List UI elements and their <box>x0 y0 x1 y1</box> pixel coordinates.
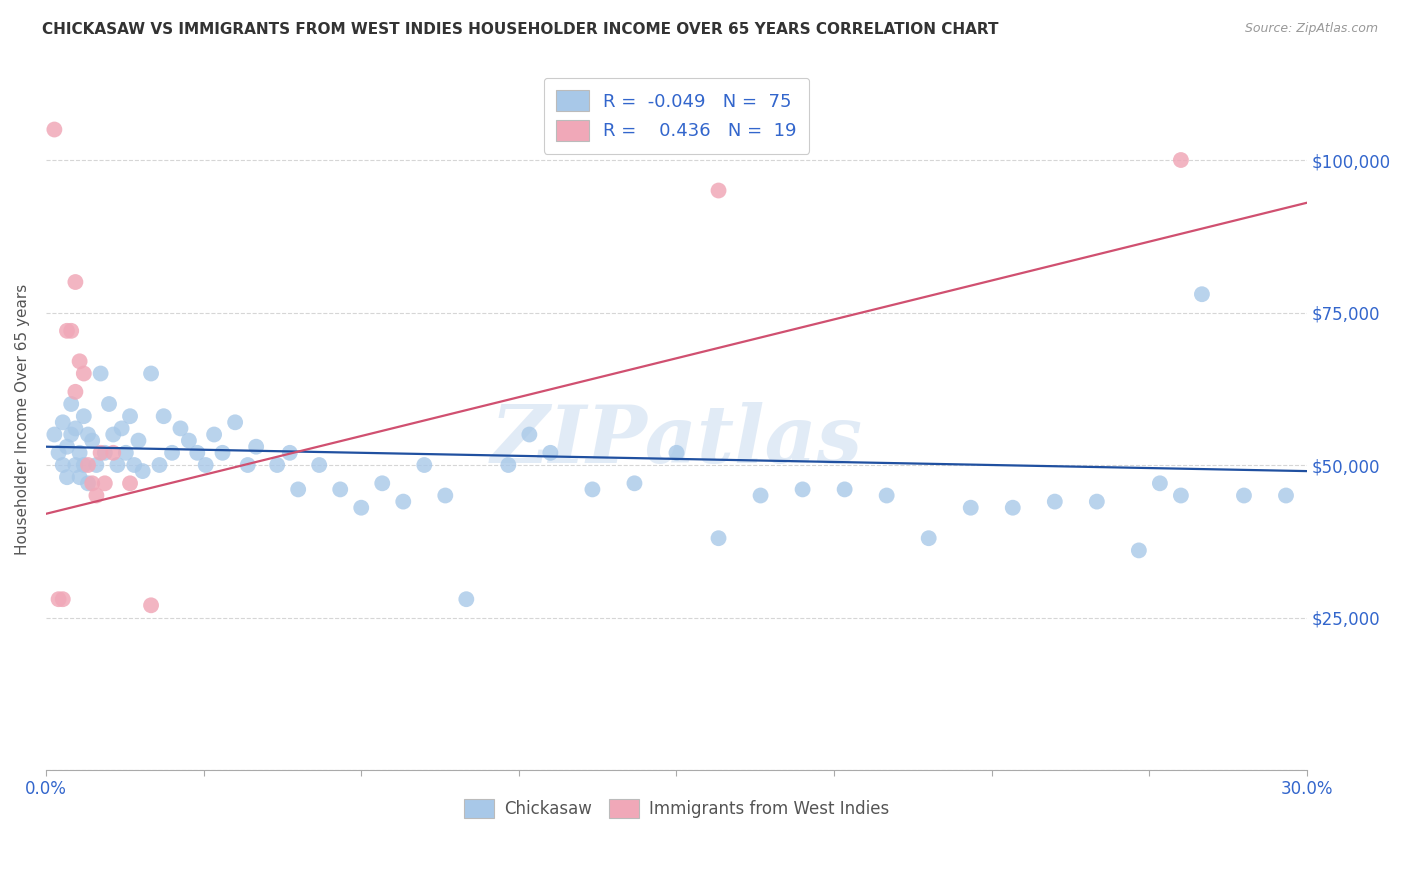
Point <box>1085 494 1108 508</box>
Point <box>392 494 415 508</box>
Point <box>1128 543 1150 558</box>
Point <box>90 367 112 381</box>
Point <box>69 470 91 484</box>
Point <box>665 446 688 460</box>
Point <box>1001 500 1024 515</box>
Point <box>48 592 70 607</box>
Point <box>60 397 83 411</box>
Point <box>103 446 125 460</box>
Point <box>77 476 100 491</box>
Point <box>82 476 104 491</box>
Point <box>245 440 267 454</box>
Point <box>111 421 134 435</box>
Point <box>90 446 112 460</box>
Point <box>160 446 183 460</box>
Point <box>139 599 162 613</box>
Point <box>148 458 170 472</box>
Point <box>1275 489 1298 503</box>
Point <box>77 427 100 442</box>
Point <box>186 446 208 460</box>
Point <box>56 470 79 484</box>
Point <box>73 367 96 381</box>
Point <box>73 458 96 472</box>
Point <box>122 458 145 472</box>
Point <box>581 483 603 497</box>
Point <box>94 476 117 491</box>
Point <box>56 440 79 454</box>
Point <box>236 458 259 472</box>
Point <box>60 324 83 338</box>
Point <box>1043 494 1066 508</box>
Point <box>202 427 225 442</box>
Point <box>519 427 541 442</box>
Point <box>456 592 478 607</box>
Point <box>65 421 87 435</box>
Point <box>131 464 153 478</box>
Text: Source: ZipAtlas.com: Source: ZipAtlas.com <box>1244 22 1378 36</box>
Point <box>792 483 814 497</box>
Point <box>707 184 730 198</box>
Point <box>52 458 75 472</box>
Point <box>1149 476 1171 491</box>
Point <box>169 421 191 435</box>
Point <box>266 458 288 472</box>
Point <box>65 275 87 289</box>
Point <box>623 476 645 491</box>
Point <box>107 458 129 472</box>
Point <box>1191 287 1213 301</box>
Y-axis label: Householder Income Over 65 years: Householder Income Over 65 years <box>15 284 30 555</box>
Point <box>177 434 200 448</box>
Point <box>371 476 394 491</box>
Point <box>278 446 301 460</box>
Text: CHICKASAW VS IMMIGRANTS FROM WEST INDIES HOUSEHOLDER INCOME OVER 65 YEARS CORREL: CHICKASAW VS IMMIGRANTS FROM WEST INDIES… <box>42 22 998 37</box>
Point <box>834 483 856 497</box>
Point <box>52 592 75 607</box>
Point <box>434 489 457 503</box>
Point <box>498 458 520 472</box>
Point <box>60 427 83 442</box>
Text: ZIPatlas: ZIPatlas <box>491 401 862 479</box>
Point <box>152 409 174 424</box>
Point <box>329 483 352 497</box>
Point <box>48 446 70 460</box>
Point <box>86 458 108 472</box>
Point <box>82 434 104 448</box>
Point <box>115 446 138 460</box>
Point <box>413 458 436 472</box>
Point <box>876 489 898 503</box>
Point <box>98 397 121 411</box>
Point <box>77 458 100 472</box>
Point <box>1170 489 1192 503</box>
Point <box>65 458 87 472</box>
Point <box>127 434 149 448</box>
Point <box>69 446 91 460</box>
Point <box>538 446 561 460</box>
Point <box>139 367 162 381</box>
Point <box>103 427 125 442</box>
Point <box>1233 489 1256 503</box>
Point <box>118 409 141 424</box>
Point <box>118 476 141 491</box>
Legend: Chickasaw, Immigrants from West Indies: Chickasaw, Immigrants from West Indies <box>457 792 896 825</box>
Point <box>44 427 66 442</box>
Point <box>65 384 87 399</box>
Point <box>224 415 246 429</box>
Point <box>959 500 981 515</box>
Point <box>94 446 117 460</box>
Point <box>918 531 941 545</box>
Point <box>69 354 91 368</box>
Point <box>350 500 373 515</box>
Point <box>52 415 75 429</box>
Point <box>44 122 66 136</box>
Point <box>749 489 772 503</box>
Point <box>73 409 96 424</box>
Point <box>1170 153 1192 167</box>
Point <box>308 458 330 472</box>
Point <box>56 324 79 338</box>
Point <box>707 531 730 545</box>
Point <box>194 458 217 472</box>
Point <box>211 446 233 460</box>
Point <box>287 483 309 497</box>
Point <box>86 489 108 503</box>
